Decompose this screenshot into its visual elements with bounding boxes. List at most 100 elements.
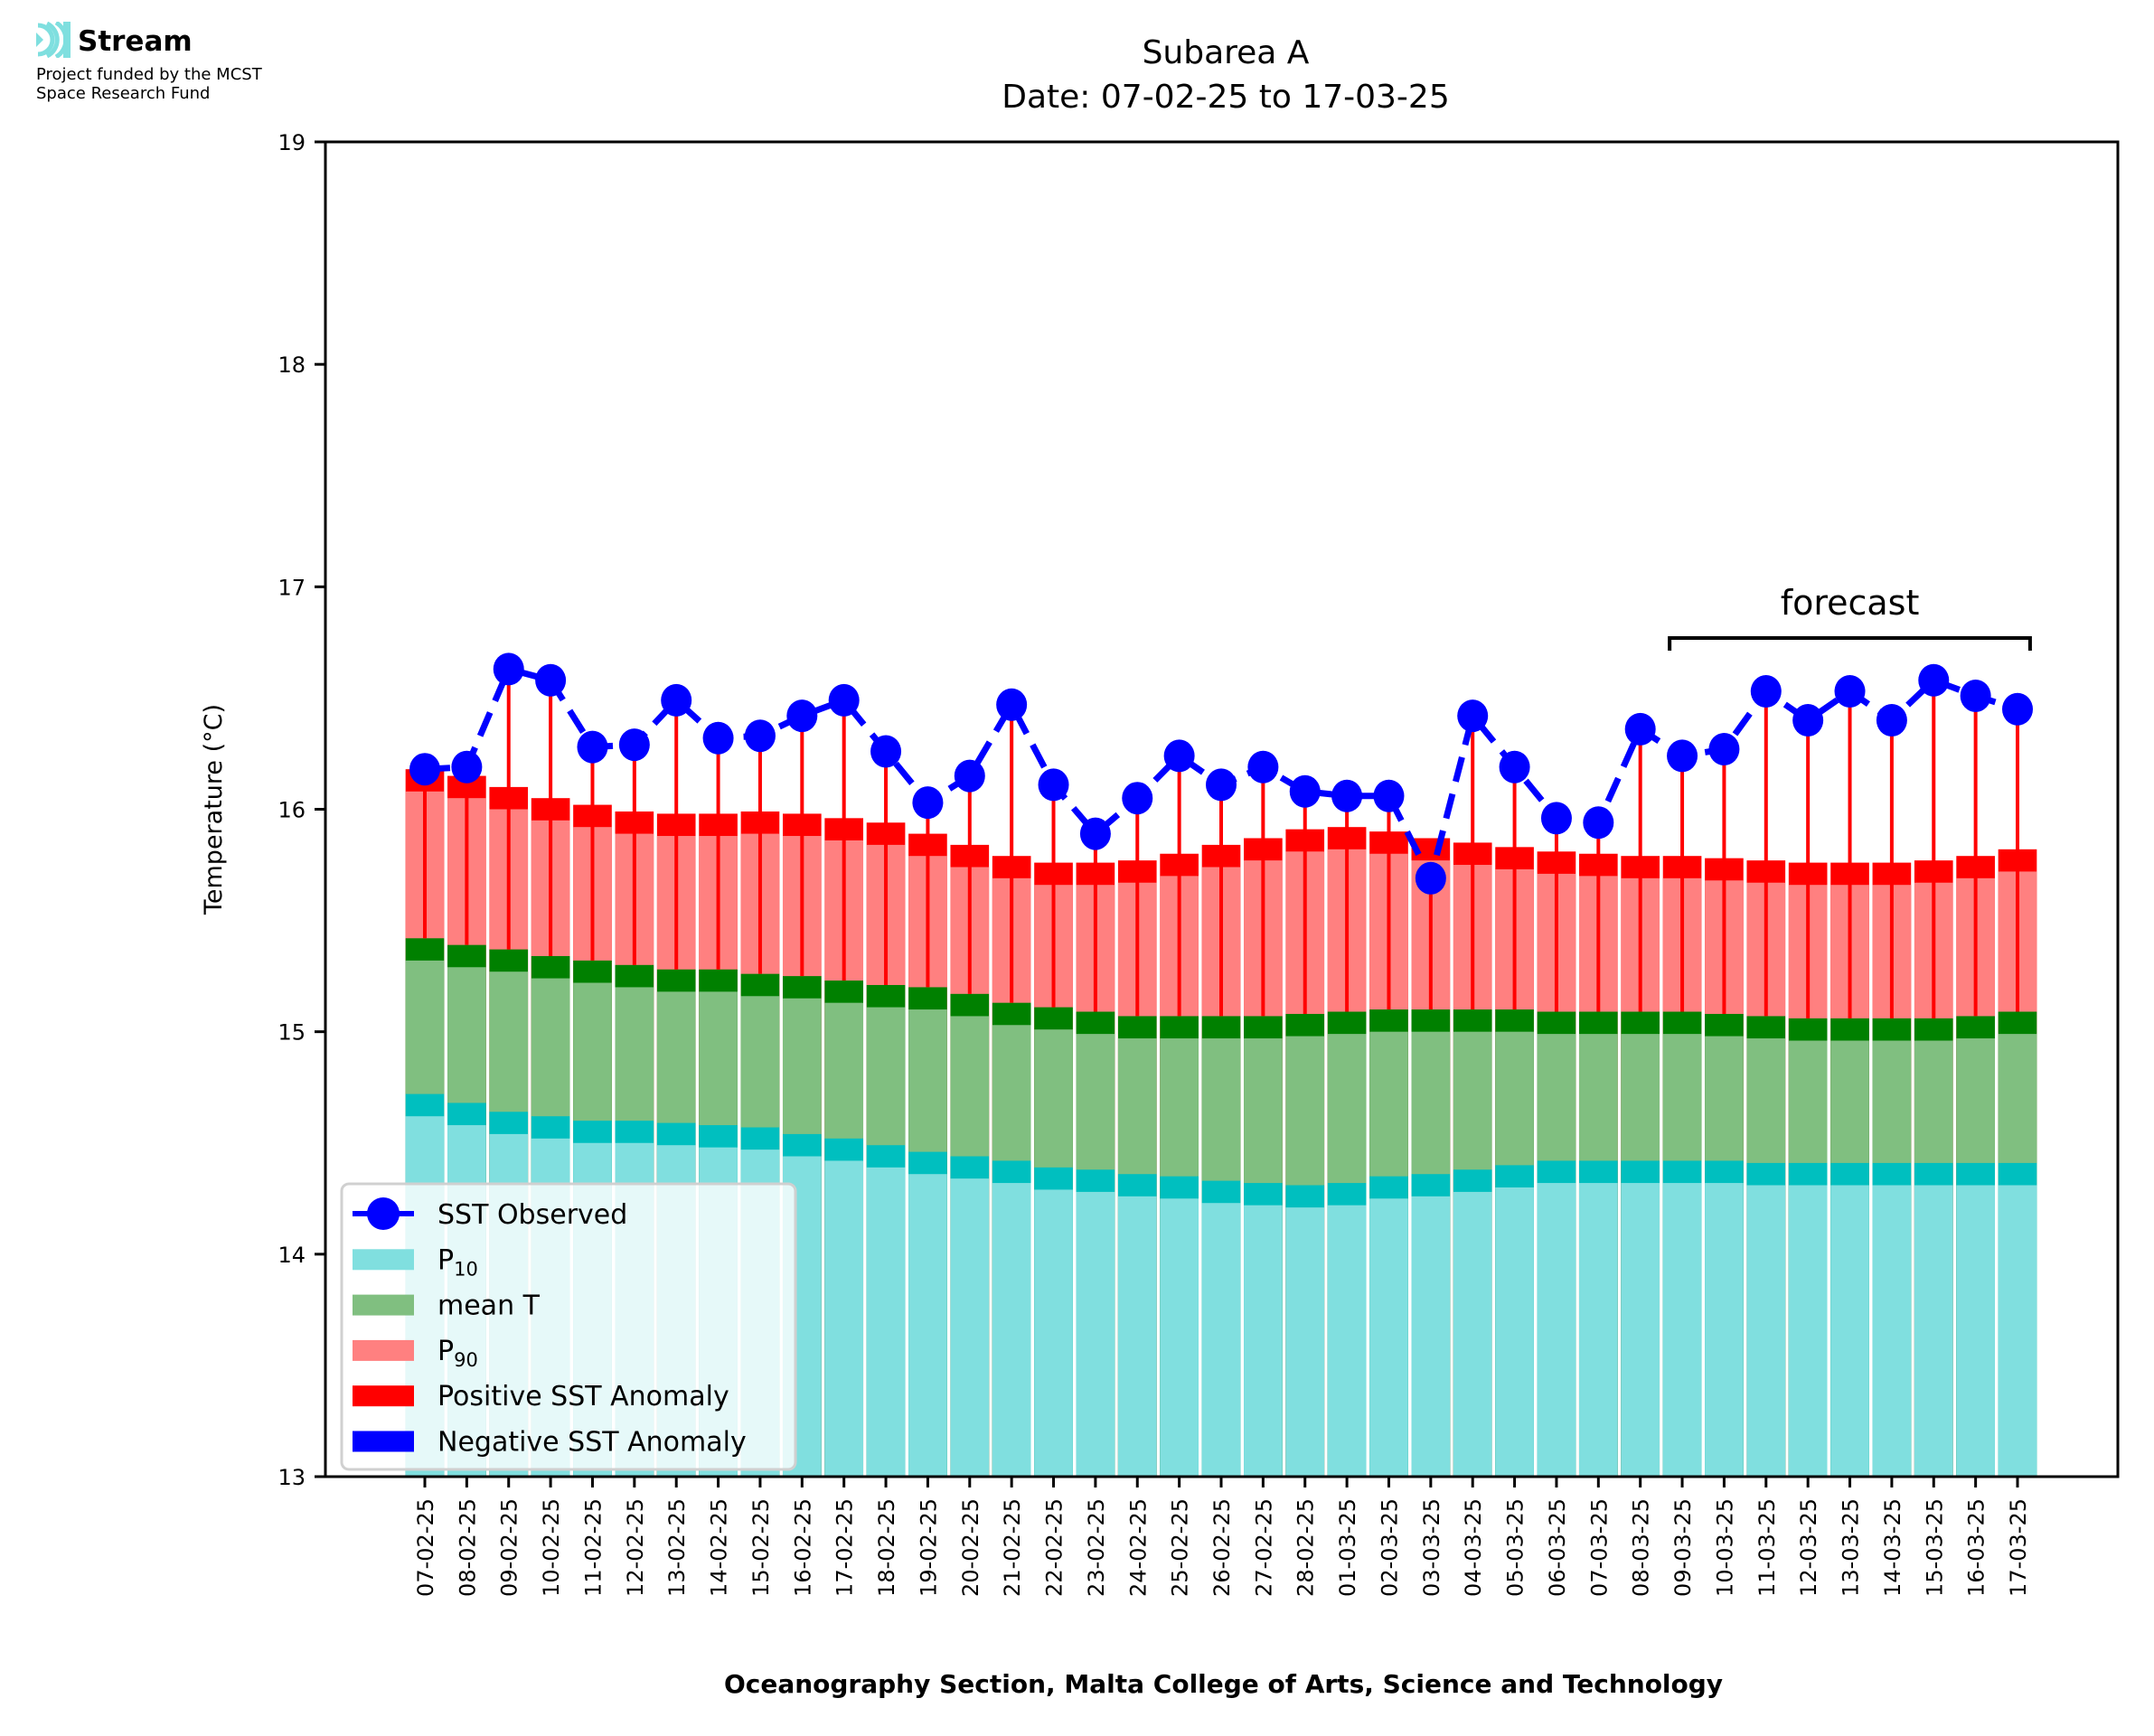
x-tick-label: 11-02-25: [580, 1498, 606, 1597]
p10-bar: [1998, 1185, 2037, 1477]
observed-point: [1079, 817, 1111, 850]
p10-bar: [1830, 1185, 1869, 1477]
observed-point: [1667, 739, 1698, 773]
p10-bar: [1201, 1203, 1241, 1477]
p10-bar: [1914, 1185, 1953, 1477]
legend-label: Positive SST Anomaly: [437, 1381, 729, 1412]
observed-point: [1206, 768, 1237, 802]
observed-point: [1876, 704, 1907, 737]
y-tick-label: 15: [277, 1020, 306, 1046]
x-tick-label: 03-03-25: [1419, 1498, 1444, 1597]
brand-name: Stream: [78, 25, 193, 58]
observed-point: [1708, 733, 1740, 766]
x-tick-label: 24-02-25: [1125, 1498, 1151, 1597]
p10-bar: [1872, 1185, 1912, 1477]
observed-point: [618, 728, 650, 762]
p10-bar: [908, 1174, 947, 1477]
legend-swatch-icon: [353, 1385, 414, 1407]
p10-bar: [1956, 1185, 1995, 1477]
y-tick-label: 19: [277, 130, 306, 155]
y-tick-label: 16: [277, 798, 306, 823]
observed-point: [577, 730, 608, 764]
p10-bar: [1705, 1183, 1744, 1477]
observed-point: [661, 683, 692, 717]
observed-point: [870, 735, 902, 768]
observed-point: [1163, 739, 1195, 773]
forecast-label: forecast: [1781, 583, 1920, 623]
x-tick-label: 09-03-25: [1670, 1498, 1696, 1597]
x-tick-label: 19-02-25: [916, 1498, 941, 1597]
legend-subscript: 90: [454, 1349, 478, 1371]
x-tick-label: 02-03-25: [1377, 1498, 1402, 1597]
observed-point: [1289, 774, 1321, 808]
funding-note: Project funded by the MCST Space Researc…: [36, 65, 398, 103]
chart-subtitle: Date: 07-02-25 to 17-03-25: [1002, 79, 1449, 116]
funding-line-1: Project funded by the MCST: [36, 65, 262, 84]
y-axis: 13 14 15 16 17 18 19: [277, 130, 325, 1490]
observed-point: [1038, 768, 1069, 802]
x-tick-label: 17-02-25: [832, 1498, 858, 1597]
x-tick-label: 10-02-25: [539, 1498, 564, 1597]
x-tick-label: 12-02-25: [623, 1498, 648, 1597]
observed-point: [744, 719, 776, 753]
observed-point: [1540, 802, 1572, 835]
legend-label: SST Observed: [437, 1199, 627, 1231]
p10-bar: [1411, 1196, 1451, 1477]
x-tick-label: 16-02-25: [790, 1498, 815, 1597]
x-tick-label: 09-02-25: [497, 1498, 522, 1597]
p10-bar: [1117, 1196, 1157, 1477]
observed-point: [409, 753, 440, 786]
y-tick-label: 17: [277, 575, 306, 600]
p10-bar: [1034, 1189, 1073, 1477]
p10-bar: [866, 1167, 906, 1477]
x-tick-label: 20-02-25: [958, 1498, 983, 1597]
p10-bar: [992, 1183, 1031, 1477]
x-tick-label: 07-03-25: [1586, 1498, 1612, 1597]
observed-point: [828, 683, 860, 717]
x-tick-label: 04-03-25: [1461, 1498, 1486, 1597]
p10-bar: [1662, 1183, 1702, 1477]
observed-point: [535, 663, 567, 697]
p10-bar: [1495, 1187, 1534, 1477]
x-tick-label: 26-02-25: [1209, 1498, 1235, 1597]
x-tick-label: 16-03-25: [1964, 1498, 1989, 1597]
x-tick-label: 22-02-25: [1042, 1498, 1068, 1597]
legend-label: Negative SST Anomaly: [437, 1427, 747, 1459]
observed-point: [1122, 782, 1153, 815]
p10-bar: [1244, 1205, 1283, 1477]
x-tick-label: 06-03-25: [1545, 1498, 1570, 1597]
funding-line-2: Space Research Fund: [36, 84, 211, 103]
x-tick-label: 13-03-25: [1839, 1498, 1864, 1597]
y-tick-label: 18: [277, 352, 306, 378]
x-tick-label: 07-02-25: [413, 1498, 438, 1597]
y-tick-label: 13: [277, 1465, 306, 1490]
observed-point: [1499, 750, 1530, 784]
x-tick-label: 28-02-25: [1293, 1498, 1319, 1597]
forecast-bracket: [1668, 636, 2032, 651]
observed-point: [1834, 675, 1866, 708]
observed-point: [1583, 806, 1614, 840]
p10-bar: [1285, 1207, 1325, 1477]
x-tick-label: 13-02-25: [664, 1498, 690, 1597]
legend-label: mean T: [437, 1290, 541, 1322]
legend-swatch-icon: [353, 1339, 414, 1361]
y-tick-label: 14: [277, 1243, 306, 1268]
x-tick-label: 12-03-25: [1796, 1498, 1821, 1597]
chart-title: Subarea A: [1143, 34, 1310, 71]
observed-point: [1918, 663, 1950, 697]
p10-bar: [824, 1160, 864, 1477]
x-tick-label: 05-03-25: [1503, 1498, 1528, 1597]
x-tick-label: 14-02-25: [707, 1498, 732, 1597]
legend-swatch-icon: [353, 1294, 414, 1316]
x-tick-label: 14-03-25: [1880, 1498, 1905, 1597]
legend-marker-icon: [367, 1197, 400, 1230]
p10-bar: [950, 1178, 990, 1477]
x-axis: 07-02-25 08-02-25 09-02-25 10-02-25 11-02-25…: [413, 1477, 2031, 1597]
observed-point: [954, 759, 985, 793]
p10-bar: [1327, 1205, 1367, 1477]
legend-subscript: 10: [454, 1258, 478, 1280]
legend-swatch-icon: [353, 1431, 414, 1452]
observed-point: [912, 786, 944, 820]
p10-bar: [1537, 1183, 1576, 1477]
